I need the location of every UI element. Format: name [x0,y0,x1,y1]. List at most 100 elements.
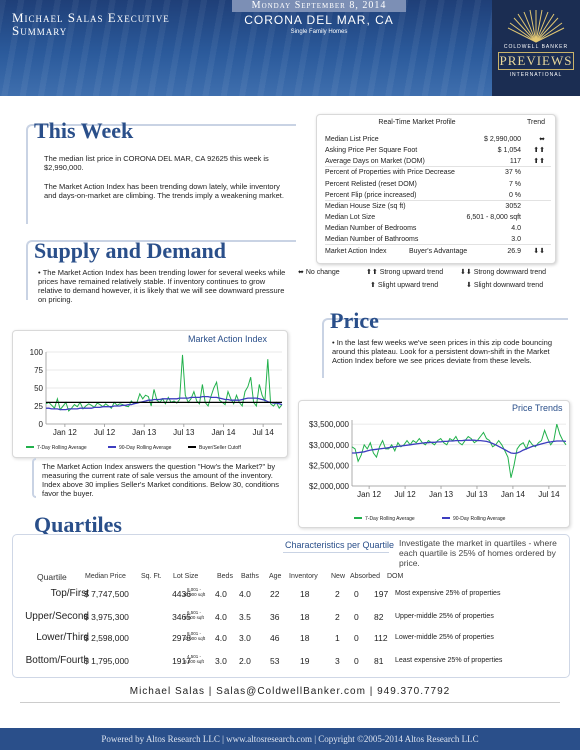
legend-label: 90-Day Rolling Average [453,516,506,522]
quartile-absorbed: 0 [354,656,359,666]
series-line-1 [46,395,283,411]
copyright-bar: Powered by Altos Research LLC | www.alto… [0,728,580,750]
report-date: Monday September 8, 2014 [232,0,406,12]
legend-slight-down: ⬇ Slight downward trend [466,282,544,289]
market-row: Median Number of Bedrooms 4.0 [325,224,551,234]
supply-demand-text: • The Market Action Index has been trend… [38,268,286,304]
lot-size-max: 6,500 sqft [184,659,204,664]
column-header: Baths [241,573,259,580]
logo-sub: INTERNATIONAL [509,72,563,78]
quartile-price: $ 7,747,500 [84,589,129,599]
quartile-baths: 3.5 [239,612,251,622]
mai-value: 26.9 [507,248,521,255]
quartile-desc: Upper-middle 25% of properties [395,613,494,620]
y-tick-label: 100 [30,348,44,357]
market-row-label: Percent Flip (price increased) [325,192,417,199]
market-row-label: Asking Price Per Square Foot [325,147,418,154]
y-tick-label: 25 [34,402,43,411]
quartile-dom: 82 [374,612,384,622]
quartile-absorbed: 0 [354,589,359,599]
quartile-inventory: 18 [300,612,310,622]
slight-down-icon: ⬇ [466,282,472,289]
x-tick-label: Jul 12 [94,428,116,437]
quartile-quartile: Top/First [50,588,89,599]
contact-line: Michael Salas | Salas@ColdwellBanker.com… [129,686,451,697]
quartile-new: 1 [335,633,340,643]
market-row-label: Percent Relisted (reset DOM) [325,181,417,188]
mai-note: The Market Action Index answers the ques… [42,462,279,498]
quartile-desc: Least expensive 25% of properties [395,657,503,664]
column-header: Quartile [37,572,67,582]
quartile-lot-size: 8,001 -10,000 sqft [179,631,209,641]
mai-label: Market Action Index [325,248,387,255]
report-city: CORONA DEL MAR, CA [244,13,394,27]
y-tick-label: 50 [34,384,43,393]
y-tick-label: 0 [39,420,44,429]
column-header: Beds [217,573,233,580]
page-header: Michael Salas Executive Summary Monday S… [0,0,580,96]
column-header: New [331,573,346,580]
lot-size-min: 4,501 - [186,654,201,659]
quartile-beds: 4.0 [215,633,227,643]
quartile-age: 22 [270,589,280,599]
column-header: Lot Size [173,573,199,580]
quartile-dom: 81 [374,656,384,666]
market-row-label: Percent of Properties with Price Decreas… [325,169,455,176]
market-row: Median House Size (sq ft) 3052 [325,202,551,212]
brand-logo: COLDWELL BANKER PREVIEWS INTERNATIONAL [492,0,580,96]
quartiles-table: Characteristics per Quartile Investigate… [12,534,570,678]
market-row-value: 7 % [508,181,521,188]
quartile-lot-size: 8,001 -10,000 sqft [179,587,209,597]
y-tick-label: $2,000,000 [309,482,350,491]
legend-label: 7-Day Rolling Average [37,445,87,451]
quartile-row: Upper/Second $ 3,975,300 3465 4.0 3.5 36 18 2 0 8… [13,610,569,628]
mai-status: Buyer's Advantage [409,248,468,255]
supply-demand-heading: Supply and Demand [34,238,226,263]
report-title-line2: Summary [12,23,68,38]
x-tick-label: Jan 14 [501,490,526,499]
x-tick-label: Jul 14 [252,428,274,437]
x-tick-label: Jul 13 [466,490,488,499]
market-profile-title: Real-Time Market Profile [378,119,456,126]
mai-trend-icon: ⬇⬇ [533,248,545,255]
y-tick-label: 75 [34,366,43,375]
x-tick-label: Jan 12 [357,490,382,499]
quartile-baths: 4.0 [239,589,251,599]
bullet: • [332,338,337,347]
lot-size-min: 8,001 - [186,631,201,636]
lot-size-min: 8,001 - [186,587,201,592]
quartile-sqft: 2978 [172,633,191,643]
x-tick-label: Jul 14 [538,490,560,499]
quartile-baths: 3.0 [239,633,251,643]
quartile-dom: 197 [374,589,389,599]
market-row: Percent Relisted (reset DOM) 7 % [325,180,551,190]
legend-label: Buyer/Seller Cutoff [199,445,241,451]
market-row-label: Median Lot Size [325,214,376,221]
market-profile-table: Real-Time Market Profile Trend Median Li… [316,114,556,264]
quartile-absorbed: 0 [354,633,359,643]
quartile-quartile: Upper/Second [25,611,89,622]
market-row-label: Median Number of Bathrooms [325,236,419,243]
characteristics-underline [283,552,389,553]
market-row: Percent Flip (price increased) 0 % [325,191,551,201]
trend-icon: ⬆⬆ [533,158,545,165]
logo-brand: COLDWELL BANKER [503,44,569,50]
market-row-value: 37 % [505,169,521,176]
quartile-sqft: 4436 [172,589,191,599]
quartile-quartile: Bottom/Fourth [25,655,89,666]
legend-strong-down: ⬇⬇ Strong downward trend [460,269,547,276]
market-row: Median Number of Bathrooms 3.0 [325,235,551,245]
market-row: Median List Price $ 2,990,000 ⬌ [325,135,551,145]
x-tick-label: Jan 13 [132,428,157,437]
market-row: Percent of Properties with Price Decreas… [325,168,551,178]
legend-no-change: ⬌ No change [298,269,340,276]
market-row: Average Days on Market (DOM) 117 ⬆⬆ [325,157,551,167]
mai-chart: 0 25 50 75 100 Jan 12 Jul 12 Jan 13 Jul 13 Jan 14… [26,348,283,451]
header-pattern [0,0,580,96]
strong-up-icon: ⬆⬆ [366,269,378,276]
lot-size-min: 6,501 - [186,610,201,615]
series-line-1 [352,439,567,455]
quartile-row: Lower/Third $ 2,598,000 2978 4.0 3.0 46 18 1 0 11… [13,631,569,649]
market-row-value: 3.0 [511,236,521,243]
legend-label: 90-Day Rolling Average [119,445,172,451]
